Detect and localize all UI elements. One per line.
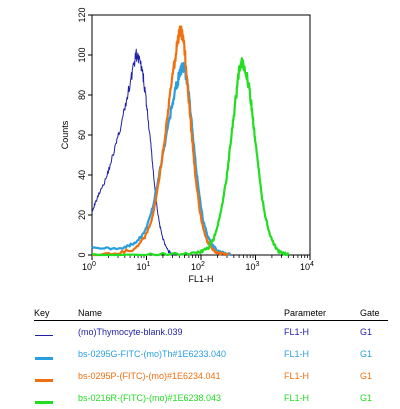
key-table-rows: (mo)Thymocyte-blank.039 FL1-H G1 bs-0295G-F… — [34, 321, 388, 409]
x-tick-label: 102 — [191, 261, 205, 272]
bs-0295P-histogram-line — [92, 25, 230, 257]
gate-cell: G1 — [360, 349, 373, 359]
y-tick-label: 100 — [77, 47, 87, 62]
y-tick-label: 80 — [77, 90, 87, 100]
gate-cell: G1 — [360, 371, 373, 381]
x-tick-label: 104 — [300, 261, 314, 272]
gate-cell: G1 — [360, 393, 373, 403]
legend-swatch — [35, 401, 53, 404]
x-tick-label: 100 — [82, 261, 96, 272]
x-axis-title: FL1-H — [188, 274, 213, 284]
legend-swatch — [35, 357, 53, 360]
series-name: bs-0216R-(FITC)-(mo)#1E6238.043 — [78, 393, 222, 403]
y-tick-label: 20 — [77, 210, 87, 220]
x-tick-label: 101 — [137, 261, 151, 272]
y-tick-label: 40 — [77, 170, 87, 180]
name-header: Name — [78, 308, 103, 318]
x-tick-label: 103 — [246, 261, 260, 272]
key-table-row: (mo)Thymocyte-blank.039 FL1-H G1 — [34, 321, 388, 343]
series-name: (mo)Thymocyte-blank.039 — [78, 327, 183, 337]
parameter-cell: FL1-H — [284, 327, 310, 337]
key-table-row: bs-0295G-FITC-(mo)Th#1E6233.040 FL1-H G1 — [34, 343, 388, 365]
legend-swatch — [35, 335, 53, 336]
series-name: bs-0295G-FITC-(mo)Th#1E6233.040 — [78, 349, 227, 359]
key-header: Key — [34, 308, 50, 318]
series-name: bs-0295P-(FITC)-(mo)#1E6234.041 — [78, 371, 221, 381]
blank-histogram-line — [91, 48, 175, 256]
parameter-cell: FL1-H — [284, 393, 310, 403]
key-table: Key Name Parameter Gate (mo)Thymocyte-bl… — [34, 306, 388, 409]
histogram-figure: 0 20 40 60 80 100 120 100 101 102 103 104 FL1-H Count… — [60, 7, 314, 284]
parameter-header: Parameter — [284, 308, 327, 318]
legend-swatch — [35, 379, 53, 382]
y-tick-label: 60 — [77, 130, 87, 140]
histogram-chart: 0 20 40 60 80 100 120 100 101 102 103 104 FL1-H Count… — [60, 7, 314, 284]
parameter-cell: FL1-H — [284, 349, 310, 359]
key-table-row: bs-0216R-(FITC)-(mo)#1E6238.043 FL1-H G1 — [34, 387, 388, 409]
y-axis-title: Counts — [60, 120, 70, 149]
key-table-row: bs-0295P-(FITC)-(mo)#1E6234.041 FL1-H G1 — [34, 365, 388, 387]
key-table-header: Key Name Parameter Gate — [34, 306, 388, 321]
y-tick-label: 120 — [77, 7, 87, 22]
bs-0216R-histogram-line — [91, 57, 290, 257]
y-tick-label: 0 — [77, 252, 87, 257]
parameter-cell: FL1-H — [284, 371, 310, 381]
gate-cell: G1 — [360, 327, 373, 337]
gate-header: Gate — [360, 308, 380, 318]
